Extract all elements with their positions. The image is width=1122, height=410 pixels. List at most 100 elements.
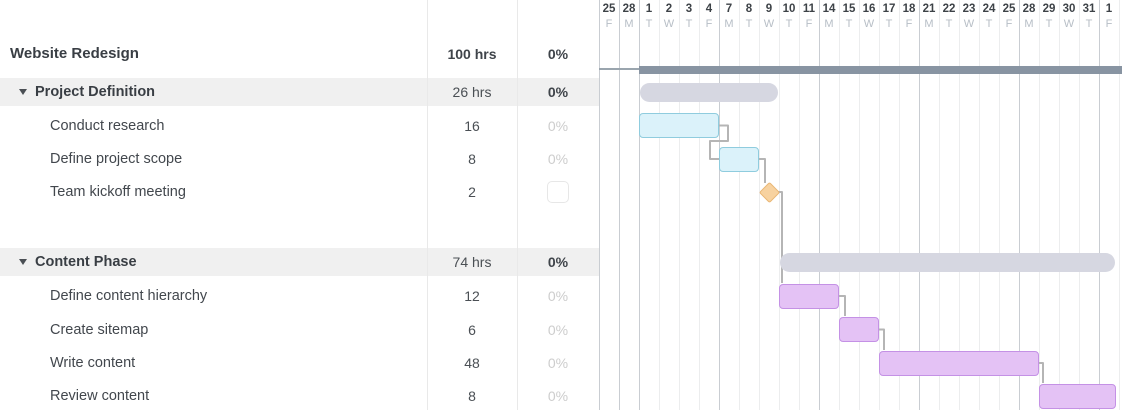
timeline-date-cell: 25 xyxy=(1002,3,1016,15)
timeline-date-cell: 28 xyxy=(622,3,636,15)
grid-line xyxy=(719,0,720,410)
gantt-task-bar[interactable] xyxy=(719,146,759,172)
task-percent[interactable]: 0% xyxy=(547,117,569,134)
task-hours[interactable]: 6 xyxy=(468,321,476,338)
gantt-task-bar[interactable] xyxy=(1039,383,1116,409)
task-hours[interactable]: 8 xyxy=(468,388,476,404)
gantt-task-bar[interactable] xyxy=(879,350,1039,376)
timeline-day-cell: T xyxy=(1085,18,1093,30)
timeline-day-cell: M xyxy=(924,18,934,30)
task-percent[interactable]: 0% xyxy=(547,46,569,62)
gantt-task-bar[interactable] xyxy=(839,317,879,342)
task-hours[interactable]: 16 xyxy=(464,117,480,134)
gantt-phase-pill[interactable] xyxy=(780,252,1115,272)
task-percent[interactable]: 0% xyxy=(547,151,569,167)
project-summary-bar[interactable] xyxy=(639,66,1122,74)
task-percent[interactable]: 0% xyxy=(547,84,569,100)
timeline-date-cell: 23 xyxy=(962,3,976,15)
grid-line xyxy=(639,0,640,410)
timeline-day-cell: M xyxy=(724,18,734,30)
timeline-day-cell: F xyxy=(905,18,913,30)
task-hours[interactable]: 48 xyxy=(464,355,480,371)
task-hours[interactable]: 2 xyxy=(468,184,476,200)
task-name[interactable]: Define content hierarchy xyxy=(50,288,208,304)
timeline-date-cell: 1 xyxy=(1105,3,1113,15)
task-hours[interactable]: 12 xyxy=(464,288,480,304)
timeline-day-cell: T xyxy=(845,18,853,30)
grid-line xyxy=(899,0,900,410)
grid-line xyxy=(1079,0,1080,410)
task-name[interactable]: Define project scope xyxy=(50,151,183,167)
task-name-label: Project Definition xyxy=(35,84,156,100)
timeline-date-cell: 28 xyxy=(1022,3,1036,15)
task-percent[interactable]: 0% xyxy=(547,288,569,304)
task-hours[interactable]: 74 hrs xyxy=(452,254,492,270)
dependency-connector xyxy=(879,328,885,350)
dependency-connector xyxy=(839,295,846,316)
collapse-triangle-icon[interactable] xyxy=(19,259,27,265)
timeline-date-cell: 22 xyxy=(942,3,956,15)
timeline-day-cell: F xyxy=(705,18,713,30)
dependency-connector xyxy=(1039,362,1044,383)
timeline-date-cell: 3 xyxy=(685,3,693,15)
timeline-day-cell: F xyxy=(805,18,813,30)
timeline-date-cell: 25 xyxy=(602,3,616,15)
timeline-date-cell: 30 xyxy=(1062,3,1076,15)
dependency-connector xyxy=(759,158,766,183)
grid-line xyxy=(659,0,660,410)
task-name[interactable]: Write content xyxy=(50,355,136,371)
timeline-day-cell: F xyxy=(1005,18,1013,30)
collapse-triangle-icon[interactable] xyxy=(19,89,27,95)
task-name[interactable]: Project Definition xyxy=(19,82,155,102)
task-hours[interactable]: 8 xyxy=(468,151,476,167)
grid-line xyxy=(1039,0,1040,410)
task-name[interactable]: Create sitemap xyxy=(50,321,149,338)
grid-line xyxy=(739,0,740,410)
task-percent[interactable]: 0% xyxy=(547,388,569,404)
timeline-day-cell: W xyxy=(1063,18,1075,30)
grid-line xyxy=(939,0,940,410)
timeline-day-cell: T xyxy=(985,18,993,30)
timeline-date-cell: 21 xyxy=(922,3,936,15)
gantt-phase-pill[interactable] xyxy=(640,82,778,102)
grid-line xyxy=(999,0,1000,410)
timeline-date-cell: 15 xyxy=(842,3,856,15)
grid-line xyxy=(799,0,800,410)
timeline-date-cell: 31 xyxy=(1082,3,1096,15)
timeline-date-cell: 11 xyxy=(802,3,816,15)
task-percent[interactable]: 0% xyxy=(547,355,569,371)
dependency-connector xyxy=(709,124,729,160)
timeline-day-cell: T xyxy=(1045,18,1053,30)
grid-line xyxy=(879,0,880,410)
phase-row-band xyxy=(0,248,599,276)
task-name[interactable]: Team kickoff meeting xyxy=(50,184,186,200)
timeline-day-cell: T xyxy=(645,18,653,30)
timeline-day-cell: W xyxy=(963,18,975,30)
timeline-day-cell: T xyxy=(745,18,753,30)
task-hours[interactable]: 100 hrs xyxy=(447,46,497,62)
gantt-task-bar[interactable] xyxy=(779,283,839,309)
task-hours[interactable]: 26 hrs xyxy=(452,84,492,100)
task-name[interactable]: Website Redesign xyxy=(10,45,139,62)
grid-line xyxy=(1019,0,1020,410)
timeline-day-cell: T xyxy=(785,18,793,30)
task-name[interactable]: Review content xyxy=(50,388,150,404)
grid-line xyxy=(1059,0,1060,410)
grid-line xyxy=(599,0,600,410)
gantt-task-bar[interactable] xyxy=(639,113,719,138)
task-name[interactable]: Conduct research xyxy=(50,117,165,134)
task-percent[interactable]: 0% xyxy=(547,321,569,338)
timeline-day-cell: M xyxy=(824,18,834,30)
timeline-date-cell: 7 xyxy=(725,3,733,15)
milestone-checkbox[interactable] xyxy=(547,181,569,203)
timeline-day-cell: W xyxy=(663,18,675,30)
timeline-day-cell: M xyxy=(1024,18,1034,30)
phase-row-band xyxy=(0,78,599,106)
grid-line xyxy=(979,0,980,410)
timeline-date-cell: 10 xyxy=(782,3,796,15)
task-name[interactable]: Content Phase xyxy=(19,252,137,272)
task-percent[interactable]: 0% xyxy=(547,254,569,270)
grid-line xyxy=(1119,0,1120,410)
timeline-date-cell: 1 xyxy=(645,3,653,15)
